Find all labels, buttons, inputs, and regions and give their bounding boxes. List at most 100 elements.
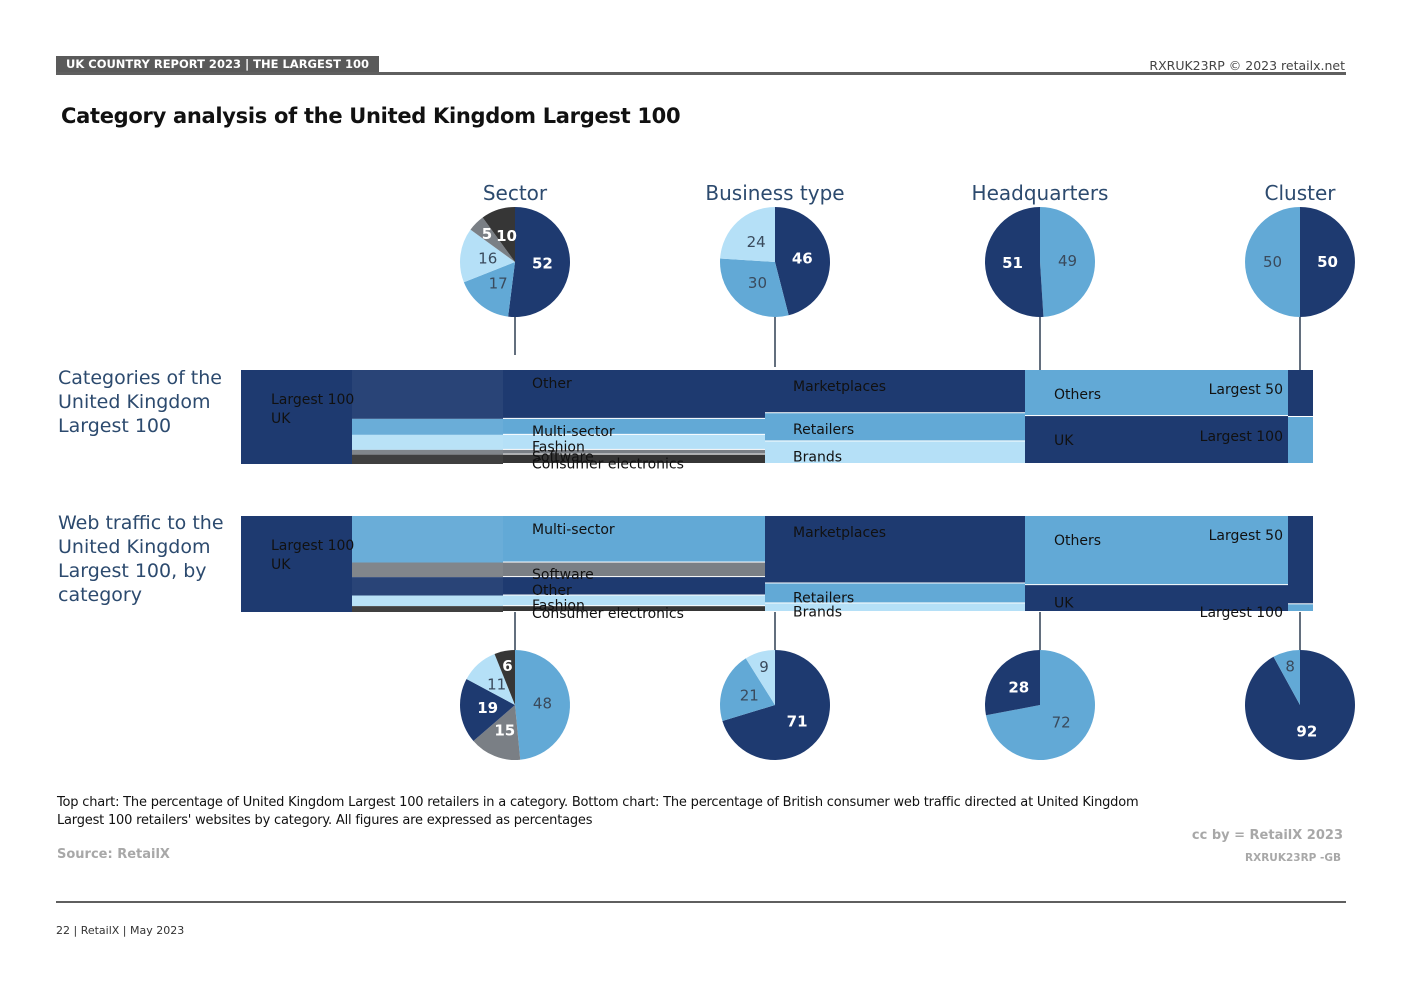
top-label-fashion: Fashion <box>532 439 585 455</box>
bottom-headquarters-pie-value-uk: 28 <box>1008 678 1029 696</box>
top-cluster-pie-slice-largest-50 <box>1300 207 1355 317</box>
bottom-label-brands: Brands <box>793 605 842 621</box>
top-label-largest-50: Largest 50 <box>1209 382 1283 398</box>
top-business-type-pie-slice-retailers <box>719 258 789 317</box>
top-sector-pie-slice-consumer-electronics <box>482 207 515 262</box>
top-node-sector-software <box>503 449 765 454</box>
bottom-node-headquarters-others <box>1025 516 1288 585</box>
source-note: Source: RetailX <box>57 847 170 862</box>
column-heading-headquarters: Headquarters <box>972 181 1109 205</box>
top-sector-pie-value-multi-sector: 17 <box>489 275 508 293</box>
top-node-business-type-marketplaces <box>765 370 1025 413</box>
bottom-node-sector-multi-sector <box>503 516 765 562</box>
bottom-source-bar <box>241 516 352 612</box>
top-cluster-pie-value-largest-50: 50 <box>1317 253 1338 271</box>
bottom-sector-pie-value-fashion: 11 <box>487 676 506 694</box>
bottom-cluster-pie-slice-largest-100 <box>1273 649 1300 705</box>
bottom-node-cluster-largest-100 <box>1288 604 1313 611</box>
top-row-label: Categories of the United Kingdom Largest… <box>58 367 222 437</box>
bottom-label-source-largest-100: Largest 100 <box>271 538 354 554</box>
bottom-flow-source-fashion <box>352 595 503 607</box>
bottom-label-source-uk: UK <box>271 557 291 573</box>
bottom-node-cluster-largest-50 <box>1288 516 1313 604</box>
top-label-others: Others <box>1054 387 1101 403</box>
top-flow-source-multi-sector <box>352 418 503 435</box>
bottom-cluster-pie-value-largest-50: 92 <box>1296 723 1317 741</box>
bottom-cluster-pie-value-largest-100: 8 <box>1285 658 1295 676</box>
top-sector-pie-slice-software <box>470 217 515 262</box>
top-node-sector-fashion <box>503 434 765 449</box>
top-headquarters-pie-value-uk: 51 <box>1002 254 1023 272</box>
top-node-sector-multi-sector <box>503 418 765 434</box>
credit-code: RXRUK23RP -GB <box>1245 852 1341 864</box>
page-title: Category analysis of the United Kingdom … <box>61 104 681 128</box>
bottom-row-label: Web traffic to the United Kingdom Larges… <box>58 512 224 606</box>
bottom-business-type-pie-slice-retailers <box>720 658 775 722</box>
bottom-flow-source-multi-sector <box>352 516 503 563</box>
top-label-consumer-electronics: Consumer electronics <box>532 456 684 472</box>
top-business-type-pie-value-retailers: 30 <box>748 274 767 292</box>
bottom-sector-pie-value-consumer-electronics: 6 <box>502 657 512 675</box>
top-business-type-pie-value-brands: 24 <box>747 233 766 251</box>
top-business-type-pie-slice-marketplaces <box>775 207 830 316</box>
bottom-label-multi-sector: Multi-sector <box>532 522 615 538</box>
top-cluster-pie-value-largest-100: 50 <box>1263 253 1282 271</box>
top-headquarters-pie-slice-uk <box>984 207 1044 318</box>
top-cluster-pie-slice-largest-100 <box>1245 207 1300 317</box>
bottom-sector-pie-slice-software <box>473 705 521 761</box>
bottom-node-sector-software <box>503 562 765 577</box>
bottom-headquarters-pie-value-others: 72 <box>1052 714 1071 732</box>
top-node-business-type-retailers <box>765 413 1025 441</box>
bottom-sector-pie-slice-fashion <box>466 653 515 705</box>
bottom-flow-source-consumer-electronics <box>352 606 503 612</box>
bottom-node-business-type-retailers <box>765 583 1025 603</box>
top-sector-pie-value-consumer-electronics: 10 <box>496 227 517 245</box>
column-heading-business-type: Business type <box>705 181 844 205</box>
top-flow-source-fashion <box>352 434 503 450</box>
top-label-software: Software <box>532 449 594 465</box>
bottom-node-headquarters-uk <box>1025 585 1288 611</box>
top-node-cluster-largest-100 <box>1288 417 1313 463</box>
report-badge: UK COUNTRY REPORT 2023 | THE LARGEST 100 <box>56 56 379 73</box>
top-flow-source-software <box>352 449 503 455</box>
top-label-retailers: Retailers <box>793 422 854 438</box>
chart-caption: Top chart: The percentage of United King… <box>57 795 1139 828</box>
bottom-business-type-pie-value-retailers: 21 <box>740 686 759 704</box>
top-node-headquarters-others <box>1025 370 1288 416</box>
bottom-label-software: Software <box>532 567 594 583</box>
top-sector-pie-slice-other <box>508 207 570 317</box>
top-business-type-pie-slice-brands <box>720 207 775 262</box>
top-flow-source-other <box>352 370 503 419</box>
bottom-node-business-type-marketplaces <box>765 516 1025 583</box>
top-label-uk: UK <box>1054 433 1074 449</box>
bottom-business-type-pie-slice-brands <box>745 649 775 705</box>
footer-rule <box>56 901 1346 903</box>
bottom-label-marketplaces: Marketplaces <box>793 525 886 541</box>
top-label-marketplaces: Marketplaces <box>793 379 886 395</box>
bottom-node-sector-fashion <box>503 595 765 606</box>
top-node-cluster-largest-50 <box>1288 370 1313 416</box>
top-node-sector-consumer-electronics <box>503 454 765 463</box>
bottom-sector-pie-value-other: 19 <box>477 699 498 717</box>
top-node-headquarters-uk <box>1025 416 1288 463</box>
bottom-label-fashion: Fashion <box>532 598 585 614</box>
bottom-business-type-pie-value-brands: 9 <box>759 658 769 676</box>
bottom-sector-pie-value-software: 15 <box>494 722 515 740</box>
top-label-other: Other <box>532 376 572 392</box>
column-heading-cluster: Cluster <box>1265 181 1337 205</box>
bottom-sector-pie-slice-other <box>460 679 515 742</box>
bottom-label-largest-50: Largest 50 <box>1209 528 1283 544</box>
bottom-node-business-type-brands <box>765 603 1025 611</box>
top-sector-pie-value-software: 5 <box>482 225 492 243</box>
bottom-sector-pie-value-multi-sector: 48 <box>533 695 552 713</box>
top-label-source-largest-100: Largest 100 <box>271 392 354 408</box>
bottom-sector-pie-slice-multi-sector <box>515 649 571 760</box>
bottom-node-sector-other <box>503 577 765 595</box>
page-footer: 22 | RetailX | May 2023 <box>56 924 185 937</box>
top-node-business-type-brands <box>765 441 1025 463</box>
top-headquarters-pie-slice-others <box>1040 207 1095 317</box>
bottom-label-largest-100: Largest 100 <box>1200 605 1283 621</box>
bottom-sector-pie-slice-consumer-electronics <box>494 650 515 705</box>
top-headquarters-pie-value-others: 49 <box>1058 252 1077 270</box>
